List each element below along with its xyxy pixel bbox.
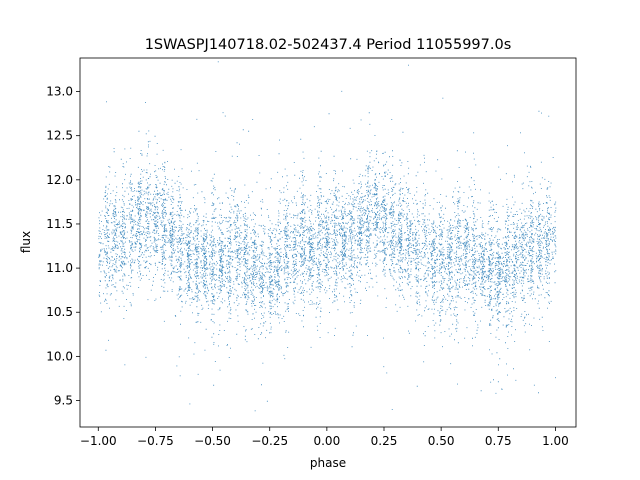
y-tick: 11.0	[46, 261, 80, 275]
y-tick-label: 13.0	[46, 85, 73, 99]
x-tick-label: −0.50	[194, 434, 231, 448]
y-tick: 12.5	[46, 129, 80, 143]
y-tick: 13.0	[46, 85, 80, 99]
y-tick-label: 9.5	[54, 394, 73, 408]
x-tick: 1.00	[542, 427, 569, 448]
y-tick: 10.5	[46, 305, 80, 319]
y-tick: 9.5	[54, 394, 80, 408]
x-axis-label: phase	[310, 456, 346, 470]
y-tick-label: 10.5	[46, 305, 73, 319]
x-axis-ticks: −1.00 −0.75 −0.50 −0.25 0.00 0.25 0.50 0.75 1.00	[80, 427, 569, 448]
y-tick-label: 10.0	[46, 349, 73, 363]
scatter-points	[98, 61, 557, 412]
y-tick-label: 12.0	[46, 173, 73, 187]
x-tick: 0.50	[428, 427, 455, 448]
x-tick-label: 0.00	[313, 434, 340, 448]
x-tick: 0.00	[313, 427, 340, 448]
x-tick-label: 1.00	[542, 434, 569, 448]
plot-frame	[79, 57, 577, 428]
y-tick-label: 11.5	[46, 217, 73, 231]
y-tick-label: 12.5	[46, 129, 73, 143]
x-tick: 0.75	[485, 427, 512, 448]
x-tick-label: 0.25	[371, 434, 398, 448]
y-axis-ticks: 9.5 10.0 10.5 11.0 11.5 12.0 12.5 13.0	[46, 85, 80, 408]
x-tick-label: −1.00	[80, 434, 117, 448]
x-tick-label: −0.25	[251, 434, 288, 448]
scatter-point-cloud	[98, 61, 557, 412]
y-tick: 12.0	[46, 173, 80, 187]
x-tick: 0.25	[371, 427, 398, 448]
x-tick-label: −0.75	[137, 434, 174, 448]
x-tick: −0.50	[194, 427, 231, 448]
x-tick-label: 0.50	[428, 434, 455, 448]
x-tick: −0.25	[251, 427, 288, 448]
y-tick: 11.5	[46, 217, 80, 231]
y-tick-label: 11.0	[46, 261, 73, 275]
x-tick: −0.75	[137, 427, 174, 448]
y-axis-label: flux	[19, 231, 33, 253]
x-tick: −1.00	[80, 427, 117, 448]
chart-title: 1SWASPJ140718.02-502437.4 Period 1105599…	[145, 37, 512, 53]
x-tick-label: 0.75	[485, 434, 512, 448]
y-tick: 10.0	[46, 349, 80, 363]
